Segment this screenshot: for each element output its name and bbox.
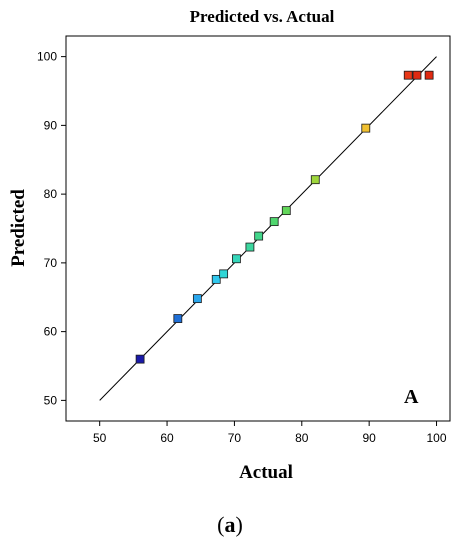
x-tick-label: 50 (93, 431, 107, 445)
y-tick-label: 90 (44, 118, 58, 132)
data-point (403, 70, 413, 80)
y-axis-ticks: 50 60 70 80 90 100 (37, 50, 66, 407)
data-points (135, 70, 434, 364)
y-tick-label: 100 (37, 50, 57, 64)
data-point (219, 269, 229, 279)
x-tick-label: 80 (295, 431, 309, 445)
data-point (310, 175, 320, 185)
data-point (211, 274, 221, 284)
y-tick-label: 70 (44, 256, 58, 270)
y-tick-label: 50 (44, 393, 58, 407)
y-tick-label: 80 (44, 187, 58, 201)
data-point (424, 70, 434, 80)
figure-caption: (a) (217, 512, 243, 537)
x-tick-label: 90 (362, 431, 376, 445)
data-point (254, 231, 264, 241)
x-tick-label: 60 (160, 431, 174, 445)
y-tick-label: 60 (44, 325, 58, 339)
chart-title: Predicted vs. Actual (190, 7, 335, 26)
data-point (412, 70, 422, 80)
plot-frame (65, 35, 451, 422)
x-axis-ticks: 50 60 70 80 90 100 (93, 421, 447, 445)
x-axis-label: Actual (239, 462, 293, 483)
panel-annotation: A (404, 386, 419, 408)
data-point (173, 314, 183, 323)
x-tick-label: 100 (427, 431, 447, 445)
data-point (281, 206, 291, 216)
caption-close: ) (236, 512, 243, 537)
data-point (192, 294, 202, 304)
data-point (232, 254, 241, 264)
y-axis-label: Predicted (8, 189, 29, 267)
caption-letter: a (225, 512, 236, 537)
x-tick-label: 70 (228, 431, 242, 445)
data-point (245, 242, 255, 252)
data-point (135, 354, 145, 364)
data-point (361, 123, 371, 133)
caption-open: ( (217, 512, 224, 537)
data-point (269, 217, 279, 227)
reference-line (99, 56, 437, 401)
